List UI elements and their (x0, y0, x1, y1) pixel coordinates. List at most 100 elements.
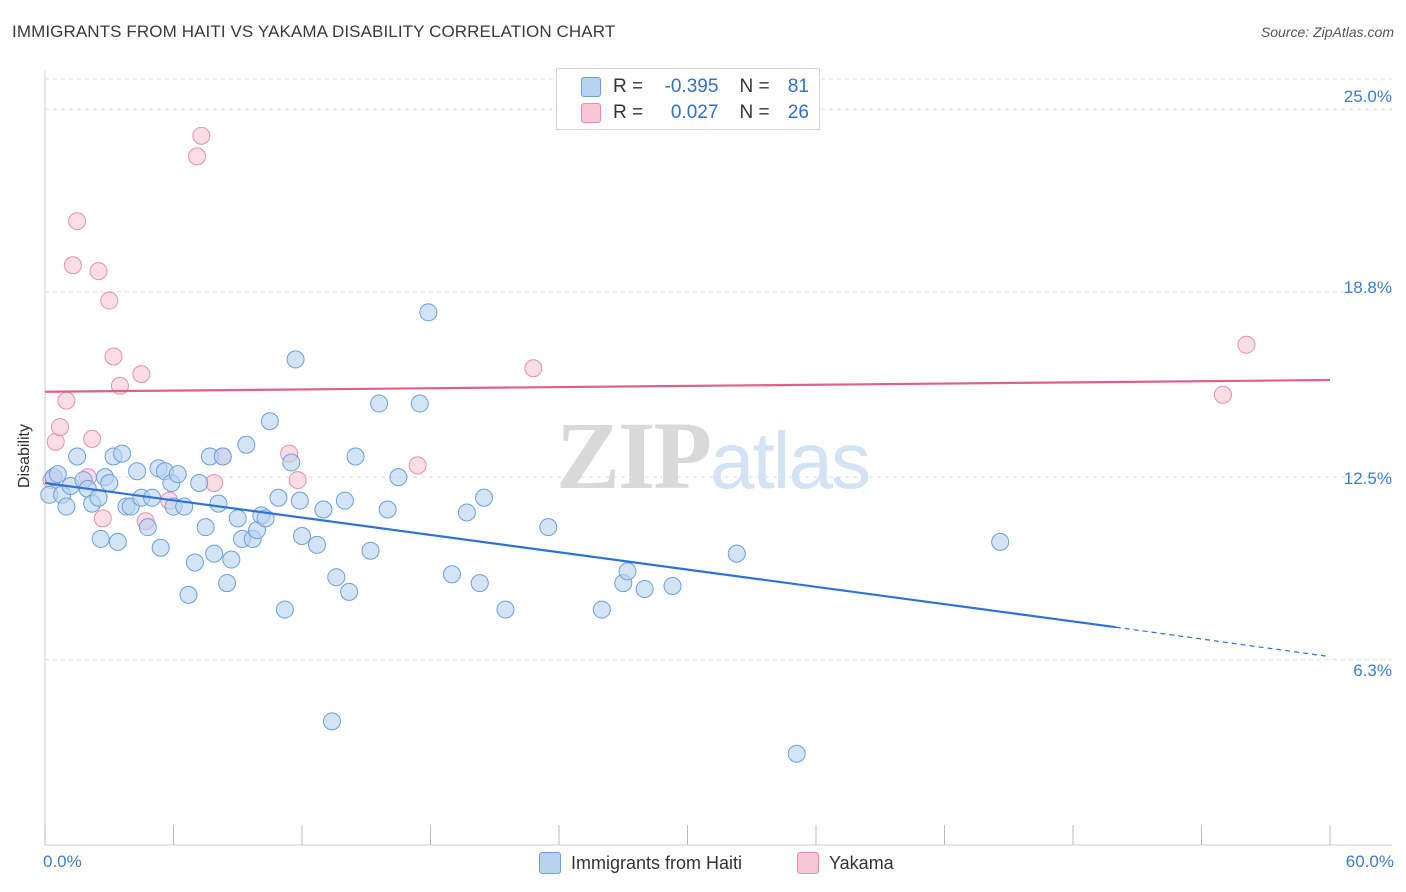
legend-n-value: 81 (787, 76, 809, 97)
source-label: Source: ZipAtlas.com (1260, 24, 1394, 40)
data-point (475, 488, 494, 507)
data-point (192, 126, 211, 145)
data-point (104, 347, 123, 366)
data-point (378, 500, 397, 519)
data-point (282, 453, 301, 472)
data-point (188, 147, 207, 166)
data-point (57, 497, 76, 516)
data-point (228, 509, 247, 528)
data-point (442, 565, 461, 584)
yakama-trendline (44, 378, 1331, 393)
x-tick-60: 60.0% (1345, 852, 1394, 871)
data-point (322, 712, 341, 731)
haiti-points (40, 303, 1010, 763)
data-point (91, 529, 110, 548)
data-point (196, 518, 215, 537)
data-point (1237, 335, 1256, 354)
axes (44, 71, 1392, 846)
data-point (113, 444, 132, 463)
data-point (213, 447, 232, 466)
data-point (168, 465, 187, 484)
data-point (389, 468, 408, 487)
data-point (209, 494, 228, 513)
data-point (991, 532, 1010, 551)
data-point (48, 465, 67, 484)
haiti-trendline-extension (1115, 626, 1331, 658)
data-point (68, 212, 87, 231)
y-tick-18-8: 18.8% (1343, 278, 1392, 297)
data-point (286, 350, 305, 369)
data-point (787, 744, 806, 763)
data-point (410, 394, 429, 413)
watermark: ZIPatlas (556, 400, 871, 511)
gridlines (45, 78, 1392, 661)
data-point (340, 582, 359, 601)
data-point (151, 538, 170, 557)
data-point (138, 518, 157, 537)
bottom-legend-yakama: Yakama (797, 852, 894, 874)
data-point (370, 394, 389, 413)
data-point (68, 447, 87, 466)
legend-r-value: 0.027 (670, 102, 719, 123)
data-point (361, 541, 380, 560)
correlation-legend: R = -0.395 N = 81 R = 0.027 N = 26 (556, 68, 820, 130)
data-point (222, 550, 241, 569)
data-point (100, 291, 119, 310)
legend-swatch-blue (581, 77, 601, 97)
data-point (50, 418, 69, 437)
data-point (727, 544, 746, 563)
legend-row-yakama: R = 0.027 N = 26 (581, 101, 809, 125)
legend-n-value: 26 (787, 102, 809, 123)
data-point (218, 574, 237, 593)
data-point (419, 303, 438, 322)
x-tick-0: 0.0% (43, 852, 82, 871)
data-point (108, 532, 127, 551)
data-point (83, 429, 102, 448)
data-point (179, 585, 198, 604)
data-point (205, 544, 224, 563)
y-tick-25: 25.0% (1343, 87, 1392, 106)
data-point (457, 503, 476, 522)
data-point (539, 518, 558, 537)
data-point (93, 509, 112, 528)
y-axis-label: Disability (16, 423, 33, 489)
chart-title: IMMIGRANTS FROM HAITI VS YAKAMA DISABILI… (12, 22, 616, 41)
data-point (185, 553, 204, 572)
data-point (618, 562, 637, 581)
data-point (496, 600, 515, 619)
legend-n-label: N = (739, 102, 770, 123)
bottom-legend-label-yakama: Yakama (829, 852, 894, 873)
data-point (190, 474, 209, 493)
data-point (128, 462, 147, 481)
bottom-legend-label-haiti: Immigrants from Haiti (571, 852, 743, 873)
data-point (288, 471, 307, 490)
data-point (237, 435, 256, 454)
data-point (592, 600, 611, 619)
data-point (290, 491, 309, 510)
legend-n-label: N = (739, 76, 770, 97)
legend-row-haiti: R = -0.395 N = 81 (581, 75, 809, 99)
legend-swatch-pink (581, 103, 601, 123)
legend-r-value: -0.395 (664, 76, 719, 97)
data-point (346, 447, 365, 466)
data-point (100, 474, 119, 493)
data-point (260, 412, 279, 431)
legend-r-label: R = (613, 102, 644, 123)
data-point (57, 391, 76, 410)
legend-r-label: R = (613, 76, 644, 97)
trendlines (44, 378, 1331, 658)
watermark-atlas: atlas (710, 416, 871, 505)
data-point (470, 574, 489, 593)
data-point (275, 600, 294, 619)
data-point (335, 491, 354, 510)
data-point (307, 535, 326, 554)
data-point (293, 526, 311, 545)
y-tick-6-3: 6.3% (1353, 661, 1392, 680)
data-point (314, 500, 333, 519)
bottom-legend-swatch-pink (797, 852, 819, 874)
data-point (524, 359, 543, 378)
data-point (205, 474, 224, 493)
data-point (89, 262, 108, 281)
data-point (408, 456, 427, 475)
